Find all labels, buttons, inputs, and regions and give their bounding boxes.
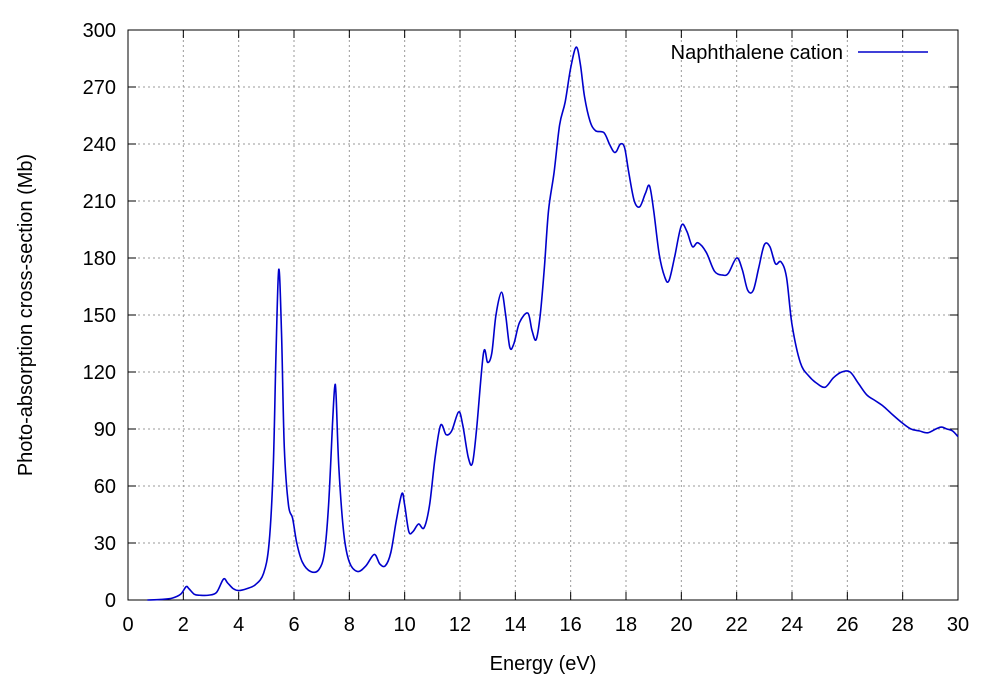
y-tick-label: 240 [83,134,116,156]
x-tick-label: 12 [449,614,471,636]
series-layer [147,46,959,601]
x-tick-label: 0 [122,614,133,636]
y-tick-label: 210 [83,191,116,213]
x-tick-label: 16 [560,614,582,636]
legend: Naphthalene cation [671,42,928,64]
x-tick-label: 30 [947,614,969,636]
x-tick-label: 20 [670,614,692,636]
x-tick-label: 6 [288,614,299,636]
x-tick-label: 10 [394,614,416,636]
y-tick-label: 60 [94,476,116,498]
x-tick-label: 4 [233,614,244,636]
y-tick-label: 150 [83,305,116,327]
x-tick-label: 18 [615,614,637,636]
x-tick-labels: 0 2 4 6 8 10 12 14 16 18 20 22 24 26 28 30 [122,614,969,636]
x-tick-label: 8 [344,614,355,636]
x-tick-label: 14 [504,614,526,636]
x-tick-label: 26 [836,614,858,636]
y-tick-label: 30 [94,533,116,555]
y-tick-label: 120 [83,362,116,384]
y-tick-labels: 0 30 60 90 120 150 180 210 240 270 300 [83,20,116,612]
y-tick-label: 180 [83,248,116,270]
grid [128,30,958,600]
legend-label: Naphthalene cation [671,42,843,64]
x-tick-label: 24 [781,614,803,636]
tick-marks [127,29,959,601]
y-axis-label: Photo-absorption cross-section (Mb) [15,154,37,476]
x-axis-label: Energy (eV) [490,653,597,675]
x-tick-label: 22 [726,614,748,636]
x-tick-label: 28 [892,614,914,636]
x-tick-label: 2 [178,614,189,636]
series-line-1 [147,46,959,601]
y-tick-label: 300 [83,20,116,42]
y-tick-label: 270 [83,77,116,99]
y-tick-label: 0 [105,590,116,612]
y-tick-label: 90 [94,419,116,441]
